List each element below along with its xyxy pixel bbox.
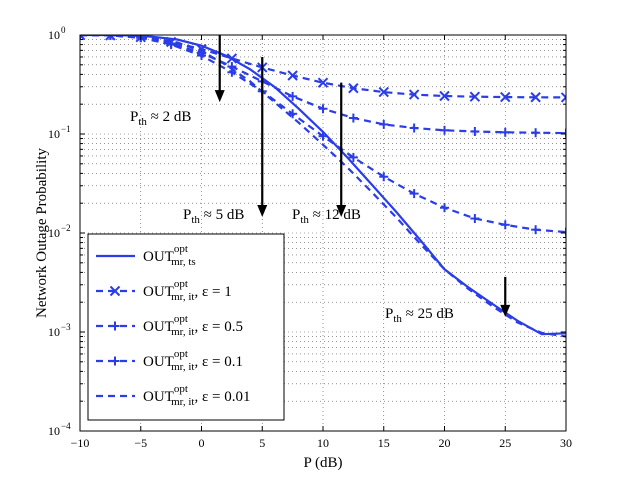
y-tick-label: 10 [48,424,60,438]
x-marker [408,89,420,100]
x-marker [287,70,298,81]
x-tick-label: 0 [199,436,205,450]
legend-entry-2: OUTopt mr, it, ε = 0.5 [96,313,243,338]
y-tick-exponent: −4 [61,421,71,431]
y-tick-exponent: −1 [61,124,71,134]
x-tick-label: 20 [439,436,451,450]
annotation-arrow-head [500,304,511,317]
series-line-1 [80,35,566,99]
x-axis-title: P (dB) [303,455,342,471]
annotation-label: Pth ≈ 2 dB [130,109,191,128]
series-4 [80,35,566,338]
legend-entry-1: OUTopt mr, it, ε = 1 [96,278,232,303]
x-marker [378,86,389,98]
annotation-label: Pth ≈ 25 dB [385,306,454,325]
annotation-arrow-head [257,205,268,218]
y-tick-label: 10 [48,28,60,42]
legend-label: OUTopt mr, ts [143,243,196,268]
legend-entry-3: OUTopt mr, it, ε = 0.1 [96,348,243,373]
legend-label: OUTopt mr, it, ε = 0.01 [143,383,251,408]
x-tick-label: 25 [499,436,511,450]
y-tick-exponent: 0 [61,25,66,35]
series-line-4 [80,35,566,338]
x-tick-label: 30 [560,436,572,450]
legend-label: OUTopt mr, it, ε = 1 [143,278,232,303]
x-tick-label: −5 [134,436,147,450]
threshold-annotations: Pth ≈ 2 dB Pth ≈ 5 dB Pth ≈ 12 dB Pth ≈ 25 … [130,35,511,325]
x-tick-label: −10 [71,436,90,450]
x-marker [469,91,481,102]
y-tick-label: 10 [48,226,60,240]
annotation-label: Pth ≈ 12 dB [292,207,361,226]
x-tick-label: 10 [317,436,329,450]
legend-entry-0: OUTopt mr, ts [96,243,196,268]
x-marker [560,92,566,99]
legend: OUTopt mr, ts OUTopt mr, it, ε = 1 OUTopt mr,… [87,233,285,421]
legend-entry-4: OUTopt mr, it, ε = 0.01 [96,383,251,408]
data-point [80,35,84,39]
legend-label: OUTopt mr, it, ε = 0.5 [143,313,243,338]
x-tick-label: 15 [378,436,390,450]
x-marker [560,96,566,103]
x-marker [109,285,121,297]
annotation-label: Pth ≈ 5 dB [183,207,244,226]
y-axis-title: Network Outage Probability [34,148,50,318]
legend-label: OUTopt mr, it, ε = 0.1 [143,348,243,373]
x-marker [530,92,541,103]
axis-ticks [79,34,567,432]
y-tick-exponent: −2 [61,223,71,233]
x-marker [226,53,238,64]
annotation-arrow-head [214,90,225,103]
series-layer [80,35,566,338]
x-marker [439,90,450,102]
x-marker [500,91,511,103]
y-tick-label: 10 [48,325,60,339]
x-marker [80,35,86,41]
data-point [107,35,114,39]
annotation-arrow-head [336,205,347,218]
y-tick-label: 10 [48,127,60,141]
x-marker [348,83,359,94]
x-marker [317,77,329,88]
x-tick-label: 5 [259,436,265,450]
y-tick-exponent: −3 [61,322,71,332]
